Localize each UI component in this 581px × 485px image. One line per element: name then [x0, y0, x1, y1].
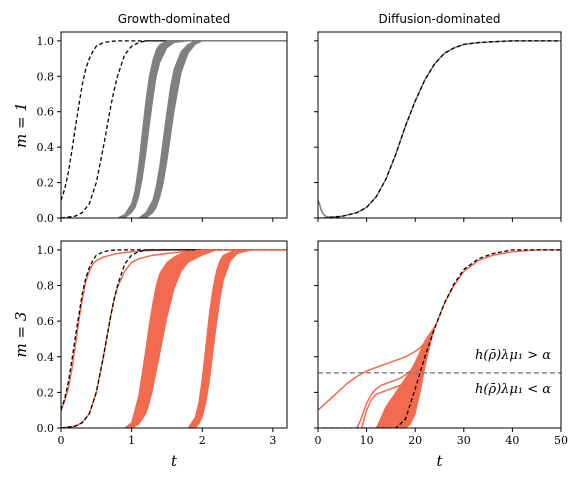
y-tick-label: 0.2: [37, 386, 55, 399]
x-axis-label: t: [171, 452, 178, 470]
y-tick-label: 1.0: [37, 244, 55, 257]
plot-area: [61, 40, 287, 218]
series-dashed-2: [322, 40, 561, 218]
x-axis-label: t: [436, 452, 443, 470]
y-tick-label: 0.6: [37, 106, 55, 119]
x-tick-label: 40: [505, 434, 519, 447]
series-band-4: [61, 40, 287, 218]
plot-area: [318, 249, 561, 428]
annotation-below: h(ρ̄)λμ₁ < α: [475, 382, 551, 397]
x-tick-label: 20: [408, 434, 422, 447]
y-axis-label: m = 1: [12, 102, 30, 148]
x-tick-label: 30: [457, 434, 471, 447]
panel-1: 0.0 0.2 0.4 0.6 0.8 1.0 Growth-dominated m = 1: [12, 12, 288, 225]
panel-frame: [60, 31, 288, 219]
series-dashed-4: [61, 249, 287, 428]
x-tick-label: 2: [199, 434, 206, 447]
panel-frame: [317, 240, 562, 429]
series-dashed-6: [322, 249, 561, 428]
panel-title: Growth-dominated: [118, 12, 230, 26]
series-line-5: [433, 249, 561, 329]
series-dashed-1: [61, 40, 287, 201]
series-band-3: [61, 40, 287, 218]
panel-frame: [60, 240, 288, 429]
series-band-6: [61, 249, 287, 428]
panel-2: Diffusion-dominated: [314, 12, 562, 222]
series-band-4: [375, 326, 436, 428]
x-tick-label: 0: [58, 434, 65, 447]
series-dashed-2: [61, 40, 287, 218]
y-tick-label: 1.0: [37, 35, 55, 48]
x-tick-label: 0: [315, 434, 322, 447]
series-band-5: [61, 249, 287, 428]
series-line-1: [61, 249, 287, 411]
y-tick-label: 0.8: [37, 280, 55, 293]
y-tick-label: 0.4: [37, 141, 55, 154]
annotation-above: h(ρ̄)λμ₁ > α: [475, 348, 551, 363]
y-tick-label: 0.6: [37, 315, 55, 328]
x-tick-label: 10: [360, 434, 374, 447]
plot-area: [61, 249, 287, 428]
panel-title: Diffusion-dominated: [379, 12, 501, 26]
y-tick-label: 0.0: [37, 212, 55, 225]
y-tick-label: 0.0: [37, 422, 55, 435]
series-line-1: [318, 40, 561, 218]
panel-4: h(ρ̄)λμ₁ > α h(ρ̄)λμ₁ < α 0 10 20 30 40 50 t: [314, 240, 568, 470]
panel-3: 0 1 2 3 0.0 0.2 0.4 0.6 0.8 1.0 t m = 3: [12, 240, 288, 470]
y-tick-label: 0.4: [37, 351, 55, 364]
y-axis-label: m = 3: [12, 312, 30, 358]
y-tick-label: 0.2: [37, 177, 55, 190]
panel-frame: [317, 31, 562, 219]
plot-area: [318, 40, 561, 218]
x-tick-label: 50: [554, 434, 568, 447]
x-tick-label: 1: [128, 434, 135, 447]
x-tick-label: 3: [269, 434, 276, 447]
y-tick-label: 0.8: [37, 70, 55, 83]
series-dashed-2: [61, 249, 287, 411]
